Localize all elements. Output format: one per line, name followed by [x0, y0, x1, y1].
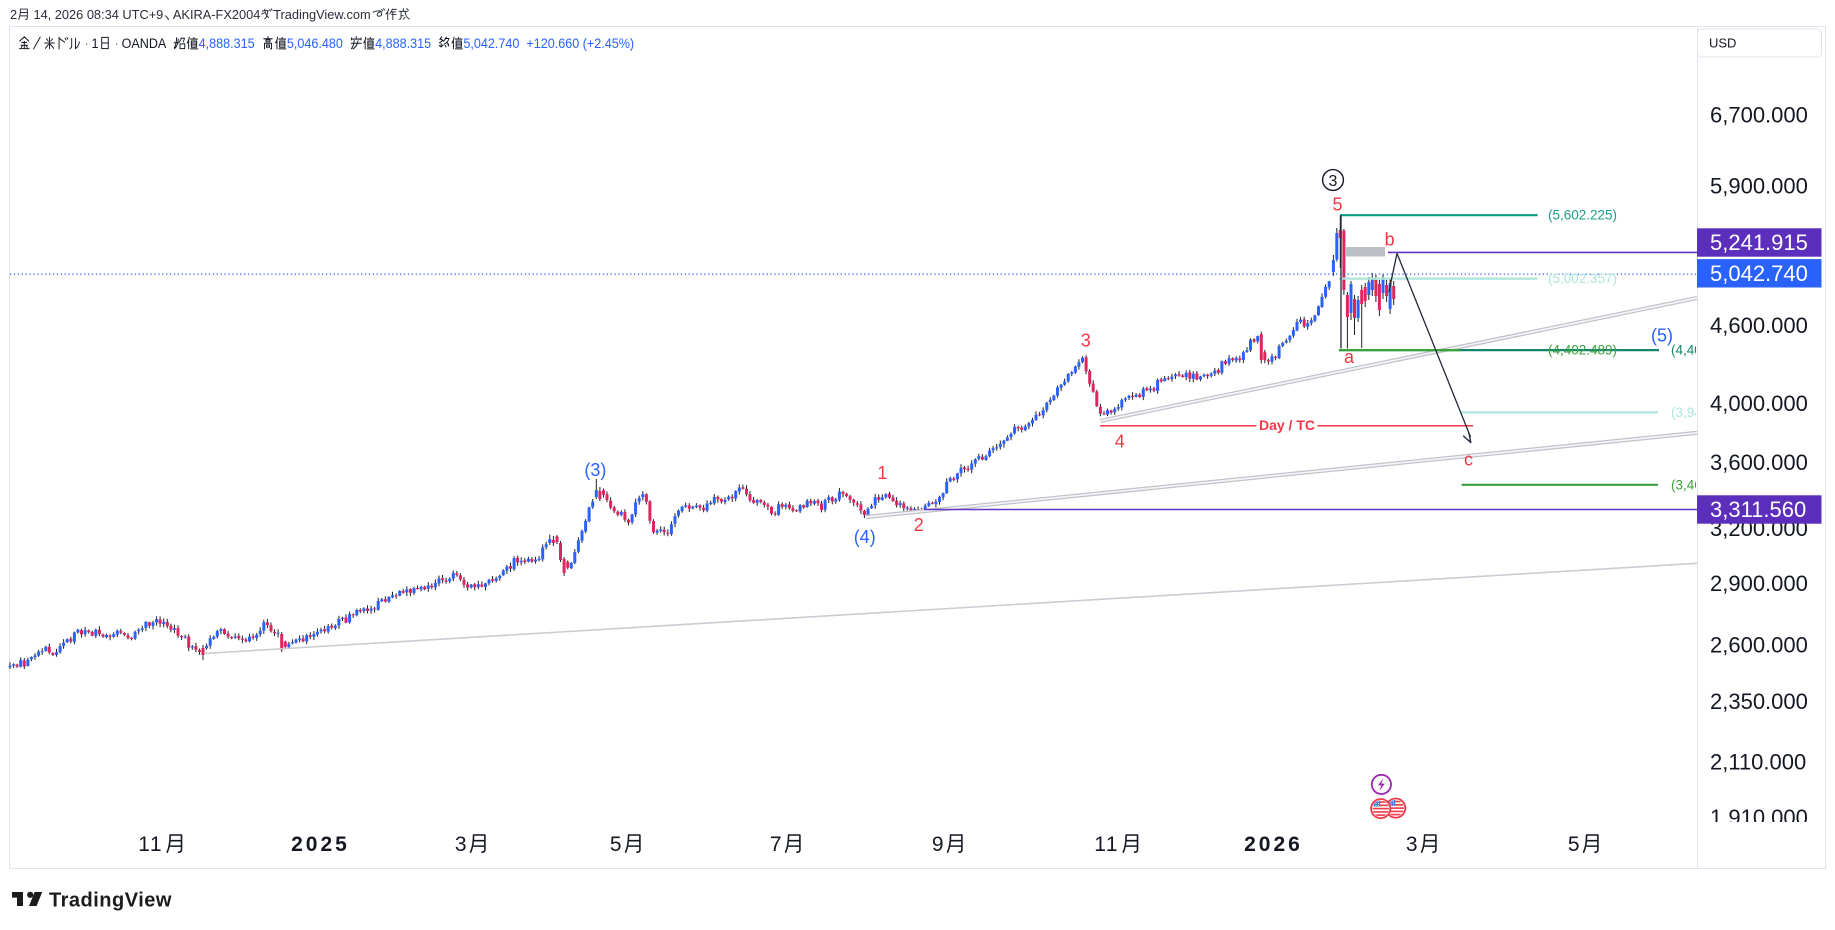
svg-text:2: 2 — [10, 7, 17, 22]
svg-text:5,042.740: 5,042.740 — [1710, 261, 1808, 286]
svg-text:3: 3 — [455, 833, 468, 856]
svg-text:5,241.915: 5,241.915 — [1710, 230, 1808, 255]
svg-text:(5): (5) — [1651, 325, 1673, 345]
svg-text:(5,002.357): (5,002.357) — [1548, 271, 1617, 286]
svg-text:b: b — [1385, 229, 1395, 249]
svg-text:·: · — [111, 35, 122, 51]
svg-text:2: 2 — [914, 515, 924, 535]
svg-text:TradingView: TradingView — [49, 890, 172, 912]
svg-text:·: · — [81, 35, 92, 51]
svg-text:3,600.000: 3,600.000 — [1710, 450, 1808, 475]
svg-text:2026: 2026 — [1244, 833, 1303, 856]
svg-text:2,110.000: 2,110.000 — [1710, 749, 1806, 774]
svg-text:(4): (4) — [854, 527, 876, 547]
svg-text:1: 1 — [92, 35, 99, 51]
svg-text:9: 9 — [932, 833, 945, 856]
svg-text:(3): (3) — [584, 460, 606, 480]
svg-text:USD: USD — [1709, 36, 1736, 51]
svg-text:14, 2026 08:34 UTC+9: 14, 2026 08:34 UTC+9 — [30, 7, 163, 22]
svg-text:4: 4 — [1115, 431, 1125, 451]
svg-text:3: 3 — [1081, 331, 1091, 351]
svg-text:11: 11 — [1094, 833, 1119, 856]
svg-text:6,700.000: 6,700.000 — [1710, 103, 1808, 128]
svg-text:a: a — [1344, 347, 1355, 367]
svg-text:(5,602.225): (5,602.225) — [1548, 208, 1617, 223]
svg-text:11: 11 — [138, 833, 163, 856]
svg-text:3: 3 — [1329, 173, 1338, 190]
svg-text:OANDA: OANDA — [122, 35, 167, 51]
svg-text:2,350.000: 2,350.000 — [1710, 689, 1808, 714]
svg-text:TradingView.com: TradingView.com — [273, 7, 370, 22]
svg-text:(3,461.000): (3,461.000) — [1671, 477, 1740, 492]
svg-text:5,900.000: 5,900.000 — [1710, 174, 1808, 199]
svg-text:+120.660 (+2.45%): +120.660 (+2.45%) — [519, 35, 634, 51]
svg-text:2,900.000: 2,900.000 — [1710, 571, 1808, 596]
svg-text:1: 1 — [877, 463, 887, 483]
svg-text:(4,402.489): (4,402.489) — [1548, 343, 1617, 358]
svg-text:5: 5 — [1332, 195, 1342, 215]
svg-text:7: 7 — [770, 833, 783, 856]
svg-text:Day / TC: Day / TC — [1259, 417, 1315, 433]
svg-text:(3,941.000): (3,941.000) — [1671, 405, 1740, 420]
svg-text:4,000.000: 4,000.000 — [1710, 391, 1808, 416]
svg-text:3: 3 — [1406, 833, 1419, 856]
svg-text:c: c — [1464, 449, 1473, 469]
svg-text:5,042.740: 5,042.740 — [463, 35, 519, 51]
svg-text:2025: 2025 — [291, 833, 350, 856]
svg-text:1,910.000: 1,910.000 — [1710, 805, 1808, 830]
svg-text:5: 5 — [610, 833, 623, 856]
svg-text:5: 5 — [1568, 833, 1581, 856]
svg-text:2,600.000: 2,600.000 — [1710, 632, 1808, 657]
svg-text:5,046.480: 5,046.480 — [287, 35, 343, 51]
svg-text:4,888.315: 4,888.315 — [199, 35, 255, 51]
svg-text:4,888.315: 4,888.315 — [375, 35, 431, 51]
svg-text:(4,402.489): (4,402.489) — [1671, 343, 1740, 358]
svg-text:3,311.560: 3,311.560 — [1710, 497, 1806, 522]
svg-text:4,600.000: 4,600.000 — [1710, 313, 1808, 338]
svg-text:AKIRA-FX2004: AKIRA-FX2004 — [173, 7, 261, 22]
